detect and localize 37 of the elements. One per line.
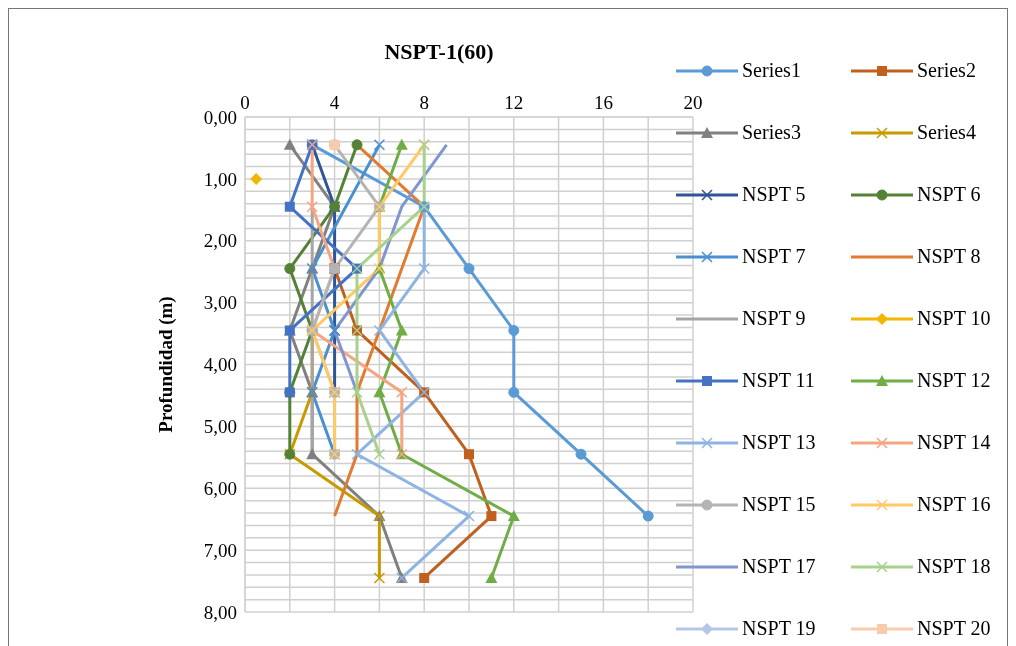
legend-label: NSPT 16 [917, 493, 991, 516]
x-tick-label: 8 [419, 92, 429, 113]
legend-label: NSPT 12 [917, 369, 991, 392]
legend-label: NSPT 13 [742, 431, 816, 454]
y-tick-label: 4,00 [203, 354, 237, 376]
y-tick-label: 6,00 [203, 477, 237, 499]
x-tick-label: 12 [504, 92, 524, 113]
y-tick-label: 5,00 [203, 416, 237, 438]
legend-label: NSPT 11 [742, 369, 815, 392]
legend-label: Series1 [742, 59, 801, 82]
y-tick-label: 0,00 [203, 106, 237, 128]
legend-label: Series3 [742, 121, 801, 144]
y-tick-label: 7,00 [203, 539, 237, 561]
legend-label: NSPT 18 [917, 555, 991, 578]
legend-label: NSPT 17 [742, 555, 816, 578]
legend-label: Series2 [917, 59, 976, 82]
y-tick-label: 2,00 [203, 230, 237, 252]
chart-title: NSPT-1(60) [383, 39, 495, 65]
y-axis-title: Profundidad (m) [154, 296, 177, 433]
legend-label: NSPT 5 [742, 183, 806, 206]
x-tick-label: 20 [683, 92, 703, 113]
y-tick-label: 1,00 [203, 168, 237, 190]
legend-label: NSPT 15 [742, 493, 816, 516]
legend-label: NSPT 19 [742, 617, 816, 640]
legend-label: NSPT 6 [917, 183, 981, 206]
y-tick-label: 8,00 [203, 601, 237, 623]
legend-label: NSPT 10 [917, 307, 991, 330]
x-tick-label: 0 [240, 92, 250, 113]
legend-label: NSPT 8 [917, 245, 981, 268]
x-tick-label: 16 [593, 92, 613, 113]
x-tick-label: 4 [329, 92, 340, 113]
legend-label: NSPT 9 [742, 307, 806, 330]
legend-label: NSPT 7 [742, 245, 806, 268]
legend-label: NSPT 20 [917, 617, 991, 640]
y-tick-label: 3,00 [203, 292, 237, 314]
legend-label: Series4 [917, 121, 976, 144]
legend-label: NSPT 14 [917, 431, 991, 454]
